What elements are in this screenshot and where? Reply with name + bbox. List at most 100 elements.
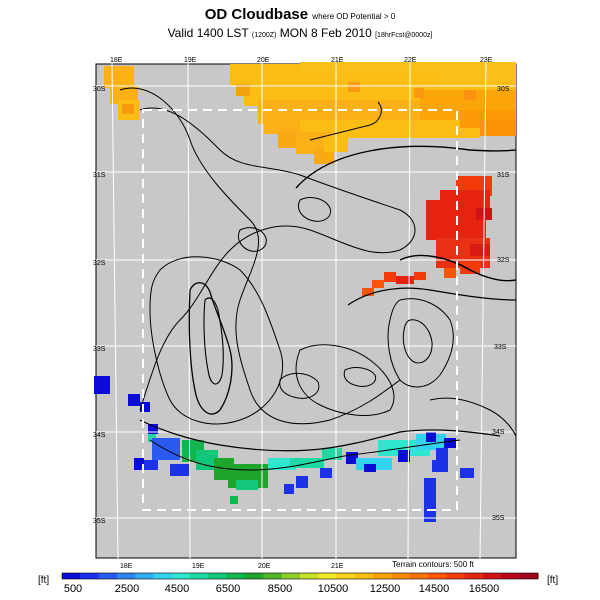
cloudbase-cell	[320, 468, 332, 478]
cloudbase-cell	[444, 268, 456, 278]
cloudbase-cell	[432, 460, 448, 472]
cloudbase-cell	[384, 272, 396, 282]
cloudbase-cell	[424, 478, 436, 522]
lat-label-right-31s: 31S	[497, 172, 510, 179]
cloudbase-cell	[414, 272, 426, 280]
title-block: OD Cloudbase where OD Potential > 0 Vali…	[0, 6, 600, 43]
lat-label-right-34s: 34S	[492, 429, 505, 436]
colorbar-swatch	[80, 573, 100, 579]
cloudbase-cell	[230, 496, 238, 504]
colorbar-swatch	[519, 573, 539, 579]
colorbar-swatch	[354, 573, 374, 579]
lon-label-bottom-18e: 18E	[120, 563, 133, 570]
lon-label-bottom-19e: 19E	[192, 563, 205, 570]
colorbar-tick-16500: 16500	[468, 583, 500, 595]
colorbar-swatch	[391, 573, 411, 579]
cloudbase-cell	[110, 86, 138, 104]
colorbar-swatch	[409, 573, 429, 579]
cloudbase-cell	[94, 376, 110, 394]
colorbar-swatch	[208, 573, 228, 579]
cloudbase-cell	[362, 288, 374, 296]
cloudbase-cell	[196, 450, 218, 470]
colorbar-tick-2500: 2500	[114, 583, 140, 595]
forecast-run: [18hrFcst@0000z]	[375, 32, 433, 39]
colorbar-swatch	[446, 573, 466, 579]
colorbar-swatch	[300, 573, 319, 579]
colorbar-swatch	[281, 573, 301, 579]
colorbar-swatch	[190, 573, 209, 579]
cloudbase-cells	[94, 62, 516, 522]
colorbar-swatch	[62, 573, 81, 579]
cloudbase-cell	[144, 460, 158, 470]
cloudbase-cell	[284, 484, 294, 494]
lon-label-top-18e: 18E	[110, 57, 123, 64]
colorbar-tick-labels: 500 2500 4500 6500 8500 10500 12500 1450…	[0, 583, 600, 597]
meridian-18e	[111, 61, 119, 561]
title-main: OD Cloudbase	[204, 6, 309, 23]
colorbar-swatch	[226, 573, 246, 579]
meridian-23e	[479, 61, 487, 561]
colorbar-swatch	[483, 573, 502, 579]
colorbar-swatch	[116, 573, 136, 579]
cloudbase-cell	[436, 448, 448, 460]
colorbar-swatch	[318, 573, 338, 579]
lon-label-top-23e: 23E	[480, 57, 493, 64]
valid-time-line: Valid 1400 LST (1200Z) MON 8 Feb 2010 [1…	[0, 26, 600, 43]
colorbar-unit-right: [ft]	[547, 575, 559, 586]
cloudbase-cell	[398, 450, 410, 462]
cloudbase-cell	[372, 280, 384, 288]
valid-label: Valid 1400 LST	[167, 26, 249, 40]
cloudbase-cell	[140, 402, 150, 412]
cloudbase-cell	[464, 90, 476, 100]
cloudbase-cell	[470, 244, 490, 256]
cloudbase-cell	[348, 82, 360, 92]
cloudbase-cell	[104, 66, 134, 88]
colorbar-tick-6500: 6500	[215, 583, 241, 595]
cloudbase-cell	[264, 120, 304, 134]
colorbar-tick-4500: 4500	[164, 583, 190, 595]
lon-label-bottom-21e: 21E	[331, 563, 344, 570]
lat-label-right-33s: 33S	[494, 344, 507, 351]
colorbar-tick-8500: 8500	[267, 583, 293, 595]
cloudbase-cell	[300, 120, 480, 138]
lat-label-left-31s: 31S	[93, 172, 106, 179]
meridian-22e	[407, 61, 411, 561]
colorbar-tick-14500: 14500	[418, 583, 450, 595]
colorbar-swatch	[135, 573, 155, 579]
cloudbase-cell	[480, 120, 516, 136]
plot-title: OD Cloudbase where OD Potential > 0	[0, 6, 600, 26]
cloudbase-cell	[134, 458, 144, 470]
cloudbase-cell	[364, 464, 376, 472]
colorbar	[61, 572, 539, 580]
cloudbase-cell	[444, 438, 456, 448]
lat-label-left-35s: 35S	[93, 518, 106, 525]
nested-domain-box	[142, 109, 458, 511]
cloudbase-cell	[396, 276, 414, 284]
valid-utc: (1200Z)	[251, 32, 277, 39]
lat-label-right-32s: 32S	[497, 257, 510, 264]
cloudbase-cell	[414, 88, 424, 98]
lon-label-top-21e: 21E	[331, 57, 344, 64]
colorbar-swatch	[245, 573, 264, 579]
lat-label-left-30s: 30S	[93, 86, 106, 93]
colorbar-swatch	[336, 573, 356, 579]
cloudbase-cell	[300, 62, 440, 74]
lat-label-left-34s: 34S	[93, 432, 106, 439]
cloudbase-cell	[290, 458, 324, 468]
cloudbase-cell	[236, 480, 258, 490]
colorbar-swatch	[263, 573, 283, 579]
lon-label-bottom-20e: 20E	[258, 563, 271, 570]
colorbar-swatch	[373, 573, 393, 579]
terrain-contours-note: Terrain contours: 500 ft	[392, 560, 474, 569]
cloudbase-cell	[236, 84, 250, 96]
colorbar-swatch	[428, 573, 447, 579]
colorbar-outline	[61, 572, 539, 580]
lat-label-right-30s: 30S	[497, 86, 510, 93]
lon-label-top-22e: 22E	[404, 57, 417, 64]
cloudbase-cell	[426, 432, 436, 442]
cloudbase-cell	[460, 262, 480, 274]
lat-label-right-35s: 35S	[492, 515, 505, 522]
lat-lon-grid	[96, 61, 516, 561]
colorbar-swatch	[501, 573, 521, 579]
